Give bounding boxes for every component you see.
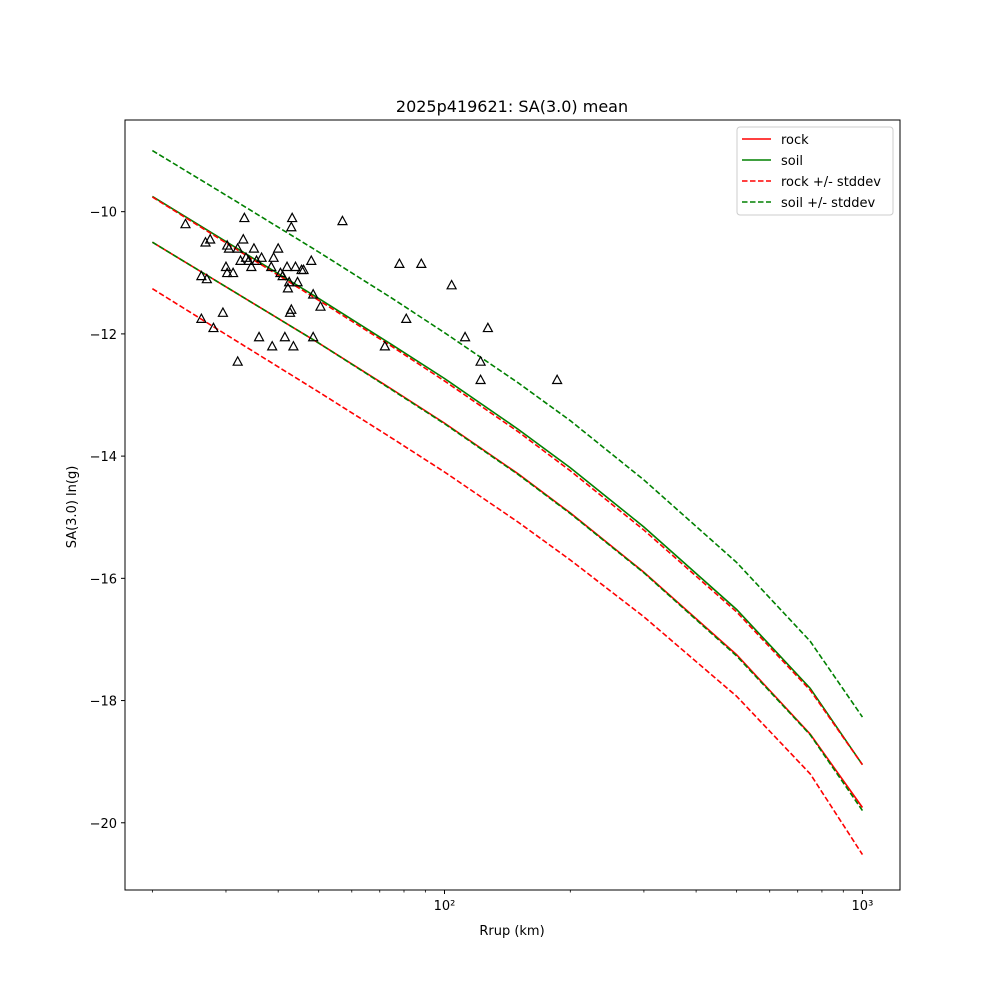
observation-point-14 — [232, 242, 244, 253]
legend-label-4: soil +/- stddev — [781, 196, 876, 211]
observation-point-35 — [283, 276, 295, 287]
observation-point-46 — [307, 288, 319, 299]
plot-frame — [124, 119, 901, 891]
observation-point-20 — [243, 254, 255, 265]
observation-point-54 — [446, 279, 458, 290]
observation-point-28 — [268, 251, 280, 262]
observation-point-13 — [227, 267, 239, 278]
x-axis-label: Rrup (km) — [479, 924, 544, 939]
legend-box — [736, 126, 894, 216]
observation-point-23 — [251, 254, 263, 265]
observation-point-42 — [292, 276, 304, 287]
observation-point-15 — [232, 355, 244, 366]
observation-point-37 — [285, 303, 297, 314]
observation-point-12 — [223, 242, 235, 253]
observation-point-41 — [289, 260, 301, 272]
y-tick-label-2: −12 — [90, 328, 117, 343]
observation-point-18 — [238, 212, 250, 223]
y-tick-label-5: −18 — [90, 695, 117, 710]
series-line-4 — [151, 287, 864, 855]
observation-point-58 — [482, 322, 494, 333]
y-tick-label-1: −10 — [90, 206, 117, 221]
observation-point-50 — [379, 340, 391, 351]
observation-point-3 — [195, 312, 207, 324]
observation-point-4 — [199, 236, 212, 247]
x-tick-label-2: 10³ — [852, 899, 874, 914]
observation-point-1 — [179, 218, 191, 229]
legend-label-2: soil — [781, 154, 803, 169]
observation-point-57 — [475, 373, 487, 385]
observation-point-39 — [286, 212, 298, 223]
observation-point-51 — [393, 257, 405, 269]
observation-point-27 — [266, 340, 278, 351]
y-tick-label-6: −20 — [90, 817, 117, 832]
observation-point-59 — [551, 373, 563, 385]
observation-point-29 — [272, 242, 284, 253]
observation-point-34 — [282, 282, 294, 293]
observation-point-47 — [307, 331, 319, 342]
observation-point-32 — [279, 331, 291, 342]
observation-point-53 — [415, 257, 427, 269]
observation-point-31 — [277, 270, 289, 281]
observation-point-40 — [287, 340, 299, 351]
y-tick-label-4: −16 — [90, 572, 117, 587]
observation-point-26 — [265, 260, 277, 272]
observation-point-17 — [237, 233, 249, 244]
observation-point-52 — [400, 312, 412, 324]
observations-layer — [179, 212, 563, 385]
observation-point-6 — [204, 233, 216, 244]
observation-point-55 — [459, 331, 471, 342]
series-line-5 — [151, 149, 864, 718]
observation-point-22 — [248, 242, 260, 253]
y-axis-label: SA(3.0) ln(g) — [65, 466, 80, 549]
legend-label-3: rock +/- stddev — [781, 175, 881, 190]
y-tick-label-3: −14 — [90, 450, 117, 465]
observation-point-38 — [285, 221, 297, 232]
observation-point-48 — [314, 300, 327, 311]
series-line-6 — [151, 241, 864, 812]
observation-point-24 — [253, 331, 265, 342]
observation-point-45 — [305, 254, 317, 265]
observation-point-5 — [201, 273, 213, 284]
legend-label-1: rock — [781, 133, 809, 148]
observation-point-8 — [217, 306, 229, 317]
legend: rock soil rock +/- stddev soil +/- stddev — [736, 126, 894, 216]
observation-point-7 — [207, 322, 219, 333]
x-tick-label-1: 10² — [434, 899, 456, 914]
observation-point-25 — [256, 251, 268, 262]
observation-point-2 — [195, 270, 207, 281]
observation-point-10 — [221, 267, 233, 278]
observation-point-21 — [245, 260, 257, 272]
axes-layer: −10 −12 −14 −16 −18 −20 10² 10³ — [90, 206, 874, 914]
chart-title: 2025p419621: SA(3.0) mean — [396, 97, 628, 116]
observation-point-49 — [336, 215, 348, 226]
series-line-3 — [151, 196, 864, 766]
observation-point-56 — [475, 355, 487, 366]
observation-point-44 — [298, 263, 310, 275]
observation-point-33 — [281, 260, 293, 272]
